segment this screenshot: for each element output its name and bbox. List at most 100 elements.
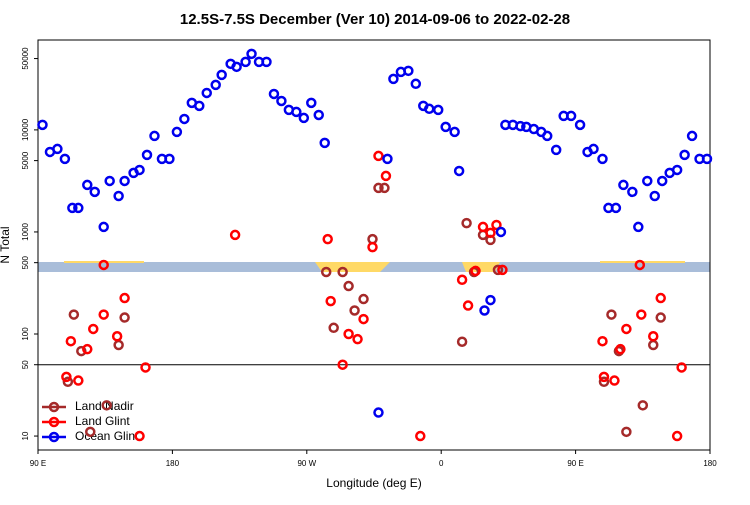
data-point: [642, 175, 653, 187]
data-point: [373, 150, 384, 162]
y-tick-label: 5000: [21, 151, 30, 169]
data-point: [229, 229, 241, 241]
data-point: [388, 73, 399, 85]
data-point: [201, 87, 212, 99]
data-point: [164, 153, 175, 165]
data-point: [343, 280, 354, 292]
legend-label: Ocean Glint: [75, 429, 139, 443]
data-point: [358, 313, 369, 325]
data-point: [73, 202, 84, 214]
data-point: [634, 259, 646, 271]
data-point: [701, 153, 713, 165]
legend-marker: [48, 416, 60, 428]
x-axis-label: Longitude (deg E): [326, 476, 421, 490]
data-point: [119, 292, 130, 304]
data-point: [59, 153, 71, 165]
data-point: [648, 331, 659, 342]
data-point: [111, 331, 123, 342]
data-point: [636, 309, 647, 320]
x-tick-label: 90 W: [297, 459, 316, 468]
data-point: [485, 227, 496, 239]
data-point: [597, 153, 608, 165]
y-tick-label: 1000: [21, 222, 30, 240]
data-point: [140, 362, 151, 373]
data-point: [52, 143, 63, 155]
data-point: [456, 336, 468, 347]
data-point: [565, 110, 577, 122]
data-point: [492, 264, 504, 276]
data-point: [37, 119, 48, 131]
data-point: [485, 294, 496, 306]
data-point: [343, 328, 354, 340]
y-tick-label: 500: [21, 255, 30, 269]
data-point: [597, 335, 608, 347]
data-point: [380, 170, 392, 182]
data-point: [382, 153, 393, 165]
data-point: [82, 343, 93, 355]
data-point: [89, 186, 100, 198]
data-point: [291, 106, 302, 118]
data-point: [98, 259, 109, 271]
data-point: [134, 164, 145, 176]
data-point: [456, 274, 468, 286]
data-point: [328, 322, 339, 334]
data-point: [98, 309, 109, 320]
data-point: [85, 426, 96, 438]
y-tick-label: 10000: [21, 118, 30, 141]
x-tick-label: 90 E: [567, 459, 583, 468]
data-point: [306, 97, 317, 109]
data-point: [440, 121, 451, 133]
data-point: [679, 149, 690, 161]
data-point: [194, 100, 205, 112]
data-point: [352, 333, 363, 345]
y-tick-label: 50: [21, 360, 30, 369]
data-point: [261, 56, 272, 68]
data-point: [627, 186, 638, 198]
legend-label: Land Nadir: [75, 399, 134, 413]
data-point: [432, 104, 444, 116]
data-point: [82, 179, 93, 191]
data-point: [410, 78, 422, 90]
data-point: [461, 217, 472, 229]
data-point: [655, 292, 666, 304]
data-point: [655, 312, 666, 323]
data-point: [113, 190, 124, 202]
data-point: [479, 305, 490, 316]
data-point: [470, 265, 481, 277]
data-point: [671, 430, 683, 442]
data-point: [403, 65, 414, 77]
plot-frame: [37, 39, 711, 451]
band: [38, 261, 710, 272]
data-point: [246, 48, 257, 60]
data-point: [119, 175, 130, 187]
land-patch: [315, 262, 390, 272]
data-point: [610, 202, 622, 214]
y-tick-label: 50000: [21, 47, 30, 70]
data-point: [101, 400, 112, 411]
data-point: [119, 312, 130, 323]
data-point: [171, 126, 183, 138]
data-point: [373, 182, 384, 194]
data-point: [322, 233, 333, 245]
legend-marker: [48, 431, 60, 443]
y-tick-label: 100: [21, 327, 30, 341]
data-point: [337, 359, 348, 370]
data-point: [73, 375, 84, 386]
data-point: [337, 266, 348, 278]
data-point: [477, 221, 489, 233]
data-point: [349, 305, 360, 316]
data-point: [210, 79, 221, 91]
x-tick-label: 90 E: [30, 459, 46, 468]
legend-label: Land Glint: [75, 414, 130, 428]
data-point: [76, 345, 87, 357]
data-point: [598, 371, 610, 383]
data-point: [598, 376, 610, 388]
y-tick-label: 10: [21, 431, 30, 440]
data-point: [179, 113, 190, 125]
data-point: [298, 112, 310, 124]
data-point: [88, 323, 99, 335]
data-point: [621, 426, 632, 438]
data-point: [320, 266, 332, 278]
data-point: [497, 264, 508, 276]
x-tick-label: 180: [703, 459, 717, 468]
